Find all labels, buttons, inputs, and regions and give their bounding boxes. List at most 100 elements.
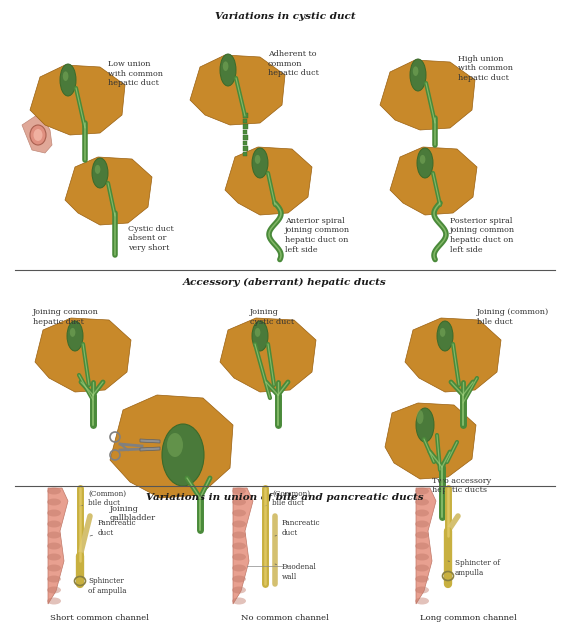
Ellipse shape (417, 410, 424, 424)
Ellipse shape (220, 54, 236, 86)
Ellipse shape (232, 509, 246, 516)
Text: Pancreatic
duct: Pancreatic duct (90, 520, 137, 536)
Ellipse shape (232, 520, 246, 527)
Ellipse shape (60, 64, 76, 96)
Polygon shape (220, 318, 316, 392)
Ellipse shape (34, 129, 43, 141)
Ellipse shape (47, 564, 61, 572)
Ellipse shape (415, 531, 429, 538)
Polygon shape (190, 55, 285, 125)
Ellipse shape (232, 499, 246, 506)
Ellipse shape (47, 598, 61, 605)
Text: Joining
gallbladder: Joining gallbladder (110, 505, 156, 522)
Ellipse shape (167, 433, 183, 457)
Ellipse shape (95, 165, 100, 174)
Ellipse shape (47, 520, 61, 527)
Text: Joining
cystic duct: Joining cystic duct (250, 308, 294, 326)
Text: Sphincter
of ampulla: Sphincter of ampulla (83, 577, 127, 595)
Ellipse shape (252, 321, 268, 351)
Bar (243, 152, 247, 156)
Ellipse shape (415, 543, 429, 550)
Ellipse shape (437, 321, 453, 351)
Ellipse shape (232, 575, 246, 582)
Ellipse shape (30, 125, 46, 145)
Text: Joining common
hepatic duct: Joining common hepatic duct (33, 308, 99, 326)
Text: Accessory (aberrant) hepatic ducts: Accessory (aberrant) hepatic ducts (183, 278, 387, 287)
Bar (242, 113, 247, 118)
Text: Posterior spiral
joining common
hepatic duct on
left side: Posterior spiral joining common hepatic … (450, 217, 515, 253)
Text: Duodenal
wall: Duodenal wall (275, 563, 317, 580)
Text: Variations in cystic duct: Variations in cystic duct (215, 12, 355, 21)
Polygon shape (22, 113, 52, 153)
Ellipse shape (67, 321, 83, 351)
Ellipse shape (232, 488, 246, 495)
Polygon shape (35, 318, 131, 392)
Text: Pancreatic
duct: Pancreatic duct (275, 520, 320, 536)
Text: (Common)
bile duct: (Common) bile duct (265, 490, 310, 507)
Polygon shape (140, 447, 160, 451)
Polygon shape (405, 318, 501, 392)
Ellipse shape (92, 158, 108, 188)
Bar (242, 135, 247, 140)
Polygon shape (380, 60, 475, 130)
Ellipse shape (417, 148, 433, 178)
Ellipse shape (47, 586, 61, 593)
Ellipse shape (70, 328, 75, 337)
Text: Short common channel: Short common channel (51, 614, 149, 622)
Ellipse shape (415, 586, 429, 593)
Bar (243, 118, 247, 123)
Polygon shape (140, 439, 160, 443)
Polygon shape (48, 488, 68, 604)
Text: No common channel: No common channel (241, 614, 329, 622)
Ellipse shape (232, 554, 246, 561)
Ellipse shape (47, 575, 61, 582)
Ellipse shape (415, 520, 429, 527)
Ellipse shape (47, 531, 61, 538)
Ellipse shape (440, 328, 445, 337)
Ellipse shape (47, 509, 61, 516)
Polygon shape (65, 157, 152, 225)
Ellipse shape (416, 408, 434, 442)
Bar (242, 124, 247, 129)
Polygon shape (385, 403, 476, 479)
Bar (243, 141, 247, 145)
Polygon shape (30, 65, 125, 135)
Ellipse shape (47, 488, 61, 495)
Text: High union
with common
hepatic duct: High union with common hepatic duct (458, 55, 513, 82)
Ellipse shape (232, 543, 246, 550)
Ellipse shape (415, 575, 429, 582)
Ellipse shape (47, 554, 61, 561)
Ellipse shape (255, 155, 260, 164)
Ellipse shape (415, 554, 429, 561)
Ellipse shape (415, 488, 429, 495)
Ellipse shape (223, 61, 229, 71)
Ellipse shape (47, 499, 61, 506)
Ellipse shape (162, 424, 204, 486)
Text: Sphincter of
ampulla: Sphincter of ampulla (448, 559, 500, 577)
Text: Low union
with common
hepatic duct: Low union with common hepatic duct (108, 60, 163, 87)
Ellipse shape (252, 148, 268, 178)
Polygon shape (416, 488, 436, 604)
Text: (Common)
bile duct: (Common) bile duct (80, 490, 126, 507)
Text: Adherent to
common
hepatic duct: Adherent to common hepatic duct (268, 50, 319, 77)
Polygon shape (225, 147, 312, 215)
Ellipse shape (415, 598, 429, 605)
Ellipse shape (410, 59, 426, 91)
Polygon shape (233, 488, 253, 604)
Polygon shape (390, 147, 477, 215)
Text: Long common channel: Long common channel (420, 614, 516, 622)
Bar (243, 129, 247, 134)
Ellipse shape (255, 328, 260, 337)
Text: Variations in union of bile and pancreatic ducts: Variations in union of bile and pancreat… (146, 493, 424, 502)
Ellipse shape (415, 499, 429, 506)
Ellipse shape (232, 598, 246, 605)
Text: Two accessory
hepatic ducts: Two accessory hepatic ducts (432, 477, 491, 495)
Ellipse shape (63, 71, 68, 81)
Ellipse shape (232, 531, 246, 538)
Ellipse shape (420, 155, 425, 164)
Text: Joining (common)
bile duct: Joining (common) bile duct (477, 308, 549, 326)
Ellipse shape (47, 543, 61, 550)
Polygon shape (110, 395, 233, 498)
Ellipse shape (413, 67, 418, 76)
Ellipse shape (232, 564, 246, 572)
